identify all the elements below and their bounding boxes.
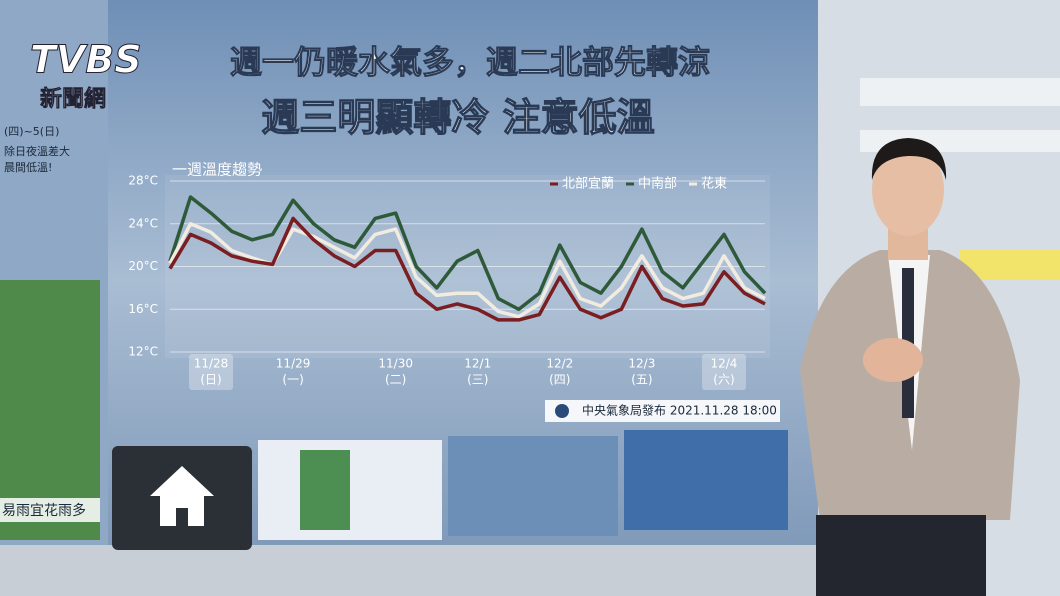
desk	[0, 545, 818, 596]
legend-label: 中南部	[638, 176, 677, 192]
cwb-icon	[555, 404, 569, 418]
chart-title: 一週溫度趨勢	[172, 161, 262, 179]
hair	[871, 138, 947, 180]
x-tick-label: 12/2	[546, 357, 573, 371]
thumb-radar-map	[300, 450, 350, 530]
legend-label: 花東	[701, 176, 727, 192]
y-tick-label: 20°C	[128, 259, 158, 273]
logo: TVBS 新聞網	[30, 37, 143, 112]
logo-brand: TVBS	[30, 38, 142, 82]
left-note: 除日夜溫差大	[4, 144, 70, 158]
home-icon	[150, 466, 214, 526]
headline: 週三明顯轉冷 注意低溫	[261, 96, 654, 140]
x-tick-label: 11/30	[378, 357, 413, 371]
y-tick-label: 24°C	[128, 216, 158, 230]
x-tick-sublabel: (六)	[713, 373, 734, 387]
thumbnails	[112, 430, 788, 550]
logo-sub: 新聞網	[40, 86, 106, 112]
series-line	[168, 216, 766, 322]
left-note: 晨間低溫!	[4, 160, 52, 174]
legend-label: 北部宜蘭	[562, 176, 614, 192]
x-tick-label: 11/28	[194, 357, 229, 371]
left-caption: 易雨宜花雨多	[2, 502, 86, 519]
x-tick-sublabel: (五)	[631, 373, 652, 387]
y-tick-label: 16°C	[128, 302, 158, 316]
x-tick-sublabel: (三)	[467, 373, 488, 387]
face	[872, 144, 944, 236]
y-tick-label: 28°C	[128, 174, 158, 188]
trousers	[816, 515, 986, 596]
thumb-forecast	[624, 430, 788, 530]
left-date: (四)~5(日)	[4, 125, 59, 138]
source-box	[545, 400, 780, 422]
x-tick-label: 12/4	[710, 357, 737, 371]
tick-highlight	[701, 354, 746, 390]
presenter	[800, 138, 1020, 596]
x-tick-label: 12/3	[628, 357, 655, 371]
x-tick-sublabel: (四)	[549, 373, 570, 387]
radar-map	[0, 280, 100, 540]
x-tick-sublabel: (日)	[200, 373, 221, 387]
tick-highlight	[189, 354, 234, 390]
chart: 12°C 16°C 20°C 24°C 28°C 11/28 (日) 11/29 (一) 11/3…	[128, 174, 770, 390]
y-tick-label: 12°C	[128, 345, 158, 359]
caption-box	[0, 498, 100, 522]
hands	[863, 338, 923, 382]
x-tick-sublabel: (一)	[282, 373, 303, 387]
x-tick-sublabel: (二)	[385, 373, 406, 387]
thumb-satellite	[448, 436, 618, 536]
x-tick-label: 11/29	[276, 357, 311, 371]
source: 中央氣象局發布 2021.11.28 18:00	[582, 403, 777, 418]
headline: 週一仍暖水氣多，週二北部先轉涼	[230, 43, 710, 81]
left-texts: (四)~5(日) 除日夜溫差大 晨間低溫! 易雨宜花雨多	[0, 125, 100, 522]
wall-panel	[860, 78, 1060, 106]
x-tick-label: 12/1	[464, 357, 491, 371]
series-line	[168, 195, 767, 312]
